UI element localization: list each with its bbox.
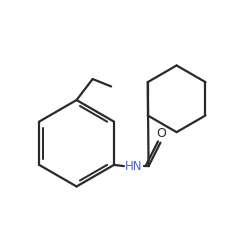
Text: O: O [157,127,167,140]
Text: HN: HN [125,160,143,173]
